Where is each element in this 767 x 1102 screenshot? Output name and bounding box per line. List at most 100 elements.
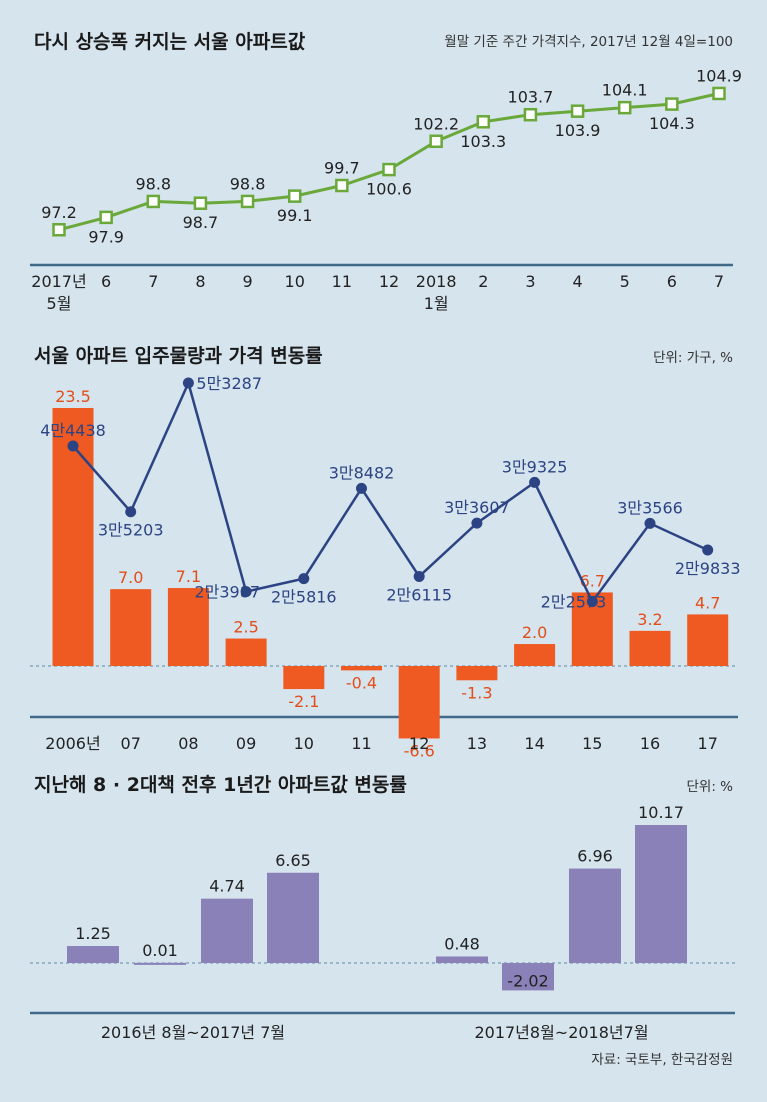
supply-bar-label: -0.4: [346, 673, 377, 692]
change-bar-label: 10.17: [638, 803, 684, 822]
chart2-x-tick: 10: [294, 734, 314, 753]
chart1-x-tick: 11: [332, 272, 352, 291]
price-line: [72, 379, 709, 605]
chart1-x-tick: 6: [667, 272, 677, 291]
supply-bar: [167, 588, 209, 666]
chart2-x-tick: 08: [178, 734, 198, 753]
chart1-x-tick: 8: [195, 272, 205, 291]
chart2-plot: 23.57.0 7.12.5-2.1-0.4-6.6-1.32.06.73.24.…: [40, 374, 740, 760]
change-bar-label: 0.01: [142, 941, 178, 960]
price-label: 2만3987: [194, 583, 260, 602]
chart3-group-label: 2017년8월~2018년7월: [474, 1023, 648, 1042]
supply-bar-label: 7.1: [176, 567, 201, 586]
chart3-plot: 1.25 0.01 4.74 6.65 2016년 8월~2017년 7월 0.48 -2.…: [67, 803, 687, 1042]
change-bar: [502, 963, 554, 991]
chart1-x-tick: 10: [285, 272, 305, 291]
supply-bar-label: 4.7: [695, 593, 720, 612]
supply-bar: [629, 630, 671, 666]
supply-bar: [225, 638, 267, 666]
price-label: 4만4438: [40, 421, 106, 440]
chart-index: 다시 상승폭 커지는 서울 아파트값 월말 기준 주간 가격지수, 2017년 …: [30, 31, 742, 313]
index-marker: [52, 223, 66, 237]
chart2-x-tick: 09: [236, 734, 256, 753]
chart1-x-tick: 6: [101, 272, 111, 291]
chart1-x-tick: 2018 1월: [416, 272, 457, 313]
price-label: 3만3607: [444, 498, 510, 517]
supply-bar-label: 23.5: [55, 387, 91, 406]
chart1-x-tick: 4: [572, 272, 582, 291]
chart2-x-tick: 11: [351, 734, 371, 753]
price-point: [702, 544, 714, 556]
index-value-label: 99.1: [277, 206, 313, 225]
chart1-x-tick: 2017년 5월: [31, 272, 86, 313]
index-marker: [429, 134, 443, 149]
supply-bar-label: -2.1: [288, 692, 319, 711]
chart2-x-tick: 13: [467, 734, 487, 753]
chart1-subtitle: 월말 기준 주간 가격지수, 2017년 12월 4일=100: [444, 34, 733, 50]
chart3-title: 지난해 8 · 2대책 전후 1년간 아파트값 변동률: [34, 774, 407, 796]
change-bar: [267, 872, 319, 963]
chart3-group-label: 2016년 8월~2017년 7월: [101, 1023, 285, 1042]
index-value-label: 98.8: [230, 174, 266, 193]
price-label: 5만3287: [196, 374, 262, 393]
chart1-x-tick: 2: [478, 272, 488, 291]
chart1-x-tick: 7: [148, 272, 158, 291]
index-marker: [476, 115, 491, 129]
price-label: 2만2573: [541, 593, 607, 612]
chart1-x-tick: 7: [714, 272, 724, 291]
chart1-x-tick: 9: [242, 272, 252, 291]
supply-bar: [341, 666, 382, 671]
chart1-x-tick: 5: [620, 272, 630, 291]
price-point: [125, 506, 137, 518]
price-point: [471, 517, 483, 529]
chart1-x-tick: 3: [525, 272, 535, 291]
supply-bar: [514, 644, 556, 666]
chart2-x-tick: 17: [698, 734, 718, 753]
chart2-unit: 단위: 가구, %: [653, 350, 733, 366]
index-marker: [617, 100, 632, 115]
chart1-title: 다시 상승폭 커지는 서울 아파트값: [34, 31, 306, 53]
index-value-label: 102.2: [413, 114, 459, 133]
price-label: 3만3566: [617, 498, 683, 517]
index-value-label: 98.7: [183, 213, 219, 232]
index-marker: [382, 162, 396, 177]
price-point: [356, 482, 367, 494]
chart2-x-tick: 16: [640, 734, 660, 753]
change-bar: [436, 956, 488, 963]
price-label: 2만6115: [386, 585, 452, 604]
supply-bar: [398, 666, 440, 739]
price-label: 3만9325: [502, 457, 568, 476]
index-value-label: 104.9: [696, 66, 742, 85]
chart2-x-tick: 15: [582, 734, 602, 753]
supply-bar: [110, 589, 152, 666]
price-point: [529, 476, 541, 488]
index-value-label: 100.6: [366, 180, 412, 199]
index-value-label: 104.3: [649, 114, 695, 133]
price-point: [644, 517, 656, 529]
change-bar-label: 6.65: [275, 851, 311, 870]
index-marker: [99, 210, 113, 225]
index-value-label: 97.9: [88, 227, 124, 246]
chart-change: 지난해 8 · 2대책 전후 1년간 아파트값 변동률 단위: % 1.25 0.…: [30, 774, 735, 1042]
supply-bar-label: 7.0: [118, 568, 143, 587]
supply-bar-label: -6.6: [404, 741, 435, 760]
price-point: [67, 440, 79, 452]
index-marker: [570, 104, 585, 118]
supply-bar: [456, 666, 498, 681]
price-point: [586, 596, 598, 608]
change-bar-label: 4.74: [209, 877, 245, 896]
price-point: [240, 586, 252, 598]
chart2-x-tick: 07: [121, 734, 141, 753]
index-value-label: 103.7: [508, 88, 554, 107]
change-bar: [635, 825, 687, 963]
price-label: 2만9833: [675, 559, 741, 578]
price-label: 3만8482: [329, 463, 395, 482]
index-value-label: 99.7: [324, 159, 360, 178]
index-marker: [335, 178, 349, 193]
supply-bar-label: 3.2: [637, 610, 662, 629]
supply-bar: [283, 666, 325, 690]
chart2-x-tick: 12: [409, 734, 429, 753]
change-bar: [67, 946, 119, 963]
